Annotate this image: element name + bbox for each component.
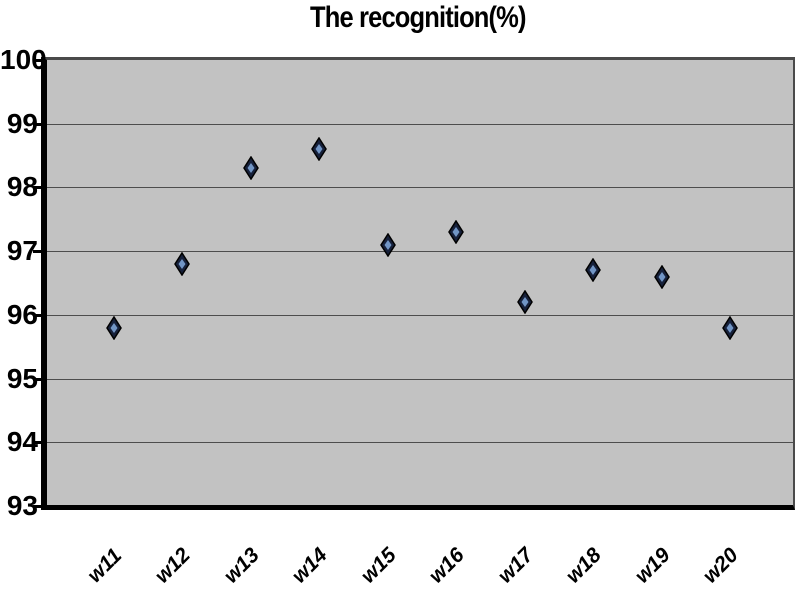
- plot-inner: [47, 60, 793, 505]
- data-point-w11: [106, 315, 122, 340]
- y-tick-97: [33, 250, 42, 254]
- y-tick-label-95: 95: [6, 362, 38, 394]
- data-point-w20: [722, 315, 739, 340]
- data-point-w17: [516, 290, 533, 315]
- y-tick-label-96: 96: [6, 298, 38, 330]
- x-category-label-w20: w20: [698, 543, 744, 588]
- chart-title-area: The recognition(%): [38, 1, 798, 35]
- x-category-label-w18: w18: [561, 543, 607, 588]
- gridline-99: [47, 123, 793, 125]
- data-point-w19: [653, 264, 670, 289]
- chart-title: The recognition(%): [310, 1, 526, 34]
- y-tick-99: [33, 122, 42, 126]
- data-point-w12: [174, 251, 191, 276]
- y-tick-98: [33, 186, 42, 190]
- x-category-label-w13: w13: [219, 543, 264, 588]
- y-tick-96: [33, 313, 42, 317]
- y-tick-label-94: 94: [6, 426, 38, 458]
- plot-area: [41, 57, 795, 510]
- y-tick-label-93: 93: [6, 490, 38, 521]
- gridline-94: [47, 442, 793, 444]
- x-category-label-w17: w17: [493, 543, 538, 588]
- data-point-w13: [243, 156, 259, 181]
- y-tick-95: [33, 377, 42, 381]
- y-tick-label-99: 99: [6, 107, 38, 139]
- y-tick-label-100: 100: [0, 44, 47, 75]
- gridline-97: [47, 251, 793, 253]
- x-category-label-w12: w12: [150, 543, 196, 588]
- data-point-w15: [380, 232, 396, 257]
- data-point-w14: [311, 137, 328, 162]
- data-point-w16: [448, 220, 465, 245]
- x-category-label-w14: w14: [287, 543, 333, 588]
- x-category-label-w15: w15: [356, 543, 401, 588]
- y-tick-93: [33, 505, 42, 508]
- y-tick-94: [33, 441, 42, 445]
- y-tick-label-98: 98: [6, 171, 38, 203]
- x-category-label-w11: w11: [83, 544, 127, 588]
- gridline-95: [47, 378, 793, 380]
- data-point-w18: [585, 258, 602, 283]
- gridline-96: [47, 314, 793, 316]
- y-tick-label-97: 97: [6, 235, 38, 267]
- gridline-98: [47, 187, 793, 189]
- y-tick-100: [33, 59, 42, 62]
- x-category-label-w16: w16: [424, 543, 470, 588]
- x-category-label-w19: w19: [630, 543, 675, 588]
